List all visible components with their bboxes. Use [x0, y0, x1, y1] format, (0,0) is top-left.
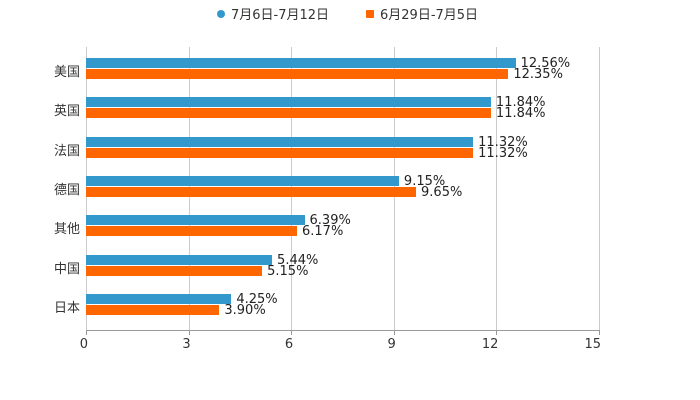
bar-series-1[interactable]: [86, 58, 516, 68]
legend-item-series-2[interactable]: 6月29日-7月5日: [366, 4, 478, 23]
data-label: 11.32%: [478, 134, 528, 150]
category-label: 日本: [53, 300, 80, 316]
data-label: 9.65%: [421, 184, 463, 200]
axis-tick: [188, 330, 190, 335]
data-label: 9.15%: [403, 173, 446, 189]
x-tick-label: 3: [182, 337, 191, 352]
x-tick-label: 6: [284, 337, 294, 352]
data-label: 11.84%: [495, 106, 546, 122]
legend-marker-icon: [217, 9, 225, 18]
x-tick-label: 15: [584, 337, 601, 352]
axis-tick: [291, 330, 293, 335]
x-tick-label: 12: [481, 337, 499, 352]
bar-series-1[interactable]: [86, 293, 232, 304]
bar-series-1[interactable]: [86, 215, 305, 226]
gridline: [599, 47, 600, 330]
data-label: 12.35%: [513, 67, 563, 82]
bar-series-1[interactable]: [86, 175, 399, 186]
bar-series-2[interactable]: [86, 69, 509, 79]
data-label: 6.39%: [309, 213, 351, 229]
gridline: [496, 47, 498, 330]
bar-series-2[interactable]: [86, 147, 474, 158]
category-label: 英国: [53, 104, 80, 120]
axis-tick: [599, 330, 600, 335]
x-tick-label: 9: [387, 337, 396, 352]
data-label: 4.25%: [236, 291, 278, 307]
category-label: 美国: [53, 65, 80, 80]
category-label: 德国: [53, 182, 80, 198]
legend-marker-icon: [366, 9, 374, 18]
bar-series-1[interactable]: [86, 136, 474, 147]
data-label: 5.44%: [277, 252, 319, 268]
bar-series-2[interactable]: [86, 304, 220, 315]
bar-series-2[interactable]: [86, 108, 491, 119]
axis-tick: [393, 330, 395, 335]
bar-series-2[interactable]: [86, 186, 417, 197]
data-label: 11.32%: [478, 145, 528, 161]
legend-item-series-1[interactable]: 7月6日-7月12日: [217, 4, 329, 23]
bar-series-1[interactable]: [86, 254, 273, 265]
x-axis-line: [86, 330, 600, 331]
bar-series-1[interactable]: [86, 97, 491, 108]
legend-label: 7月6日-7月12日: [231, 8, 330, 23]
category-label: 法国: [53, 143, 80, 159]
data-label: 6.17%: [302, 224, 344, 240]
data-label: 5.15%: [267, 263, 309, 279]
data-label: 3.90%: [224, 302, 266, 318]
legend-label: 6月29日-7月5日: [380, 8, 479, 23]
category-label: 中国: [53, 261, 80, 277]
axis-tick: [86, 330, 87, 335]
x-tick-label: 0: [79, 337, 88, 352]
axis-tick: [496, 330, 498, 335]
data-label: 12.56%: [520, 56, 571, 71]
data-label: 11.84%: [495, 95, 546, 111]
chart-legend: 7月6日-7月12日 6月29日-7月5日: [0, 4, 700, 24]
bar-series-2[interactable]: [86, 265, 263, 276]
category-label: 其他: [53, 222, 80, 238]
bar-series-2[interactable]: [86, 226, 297, 237]
